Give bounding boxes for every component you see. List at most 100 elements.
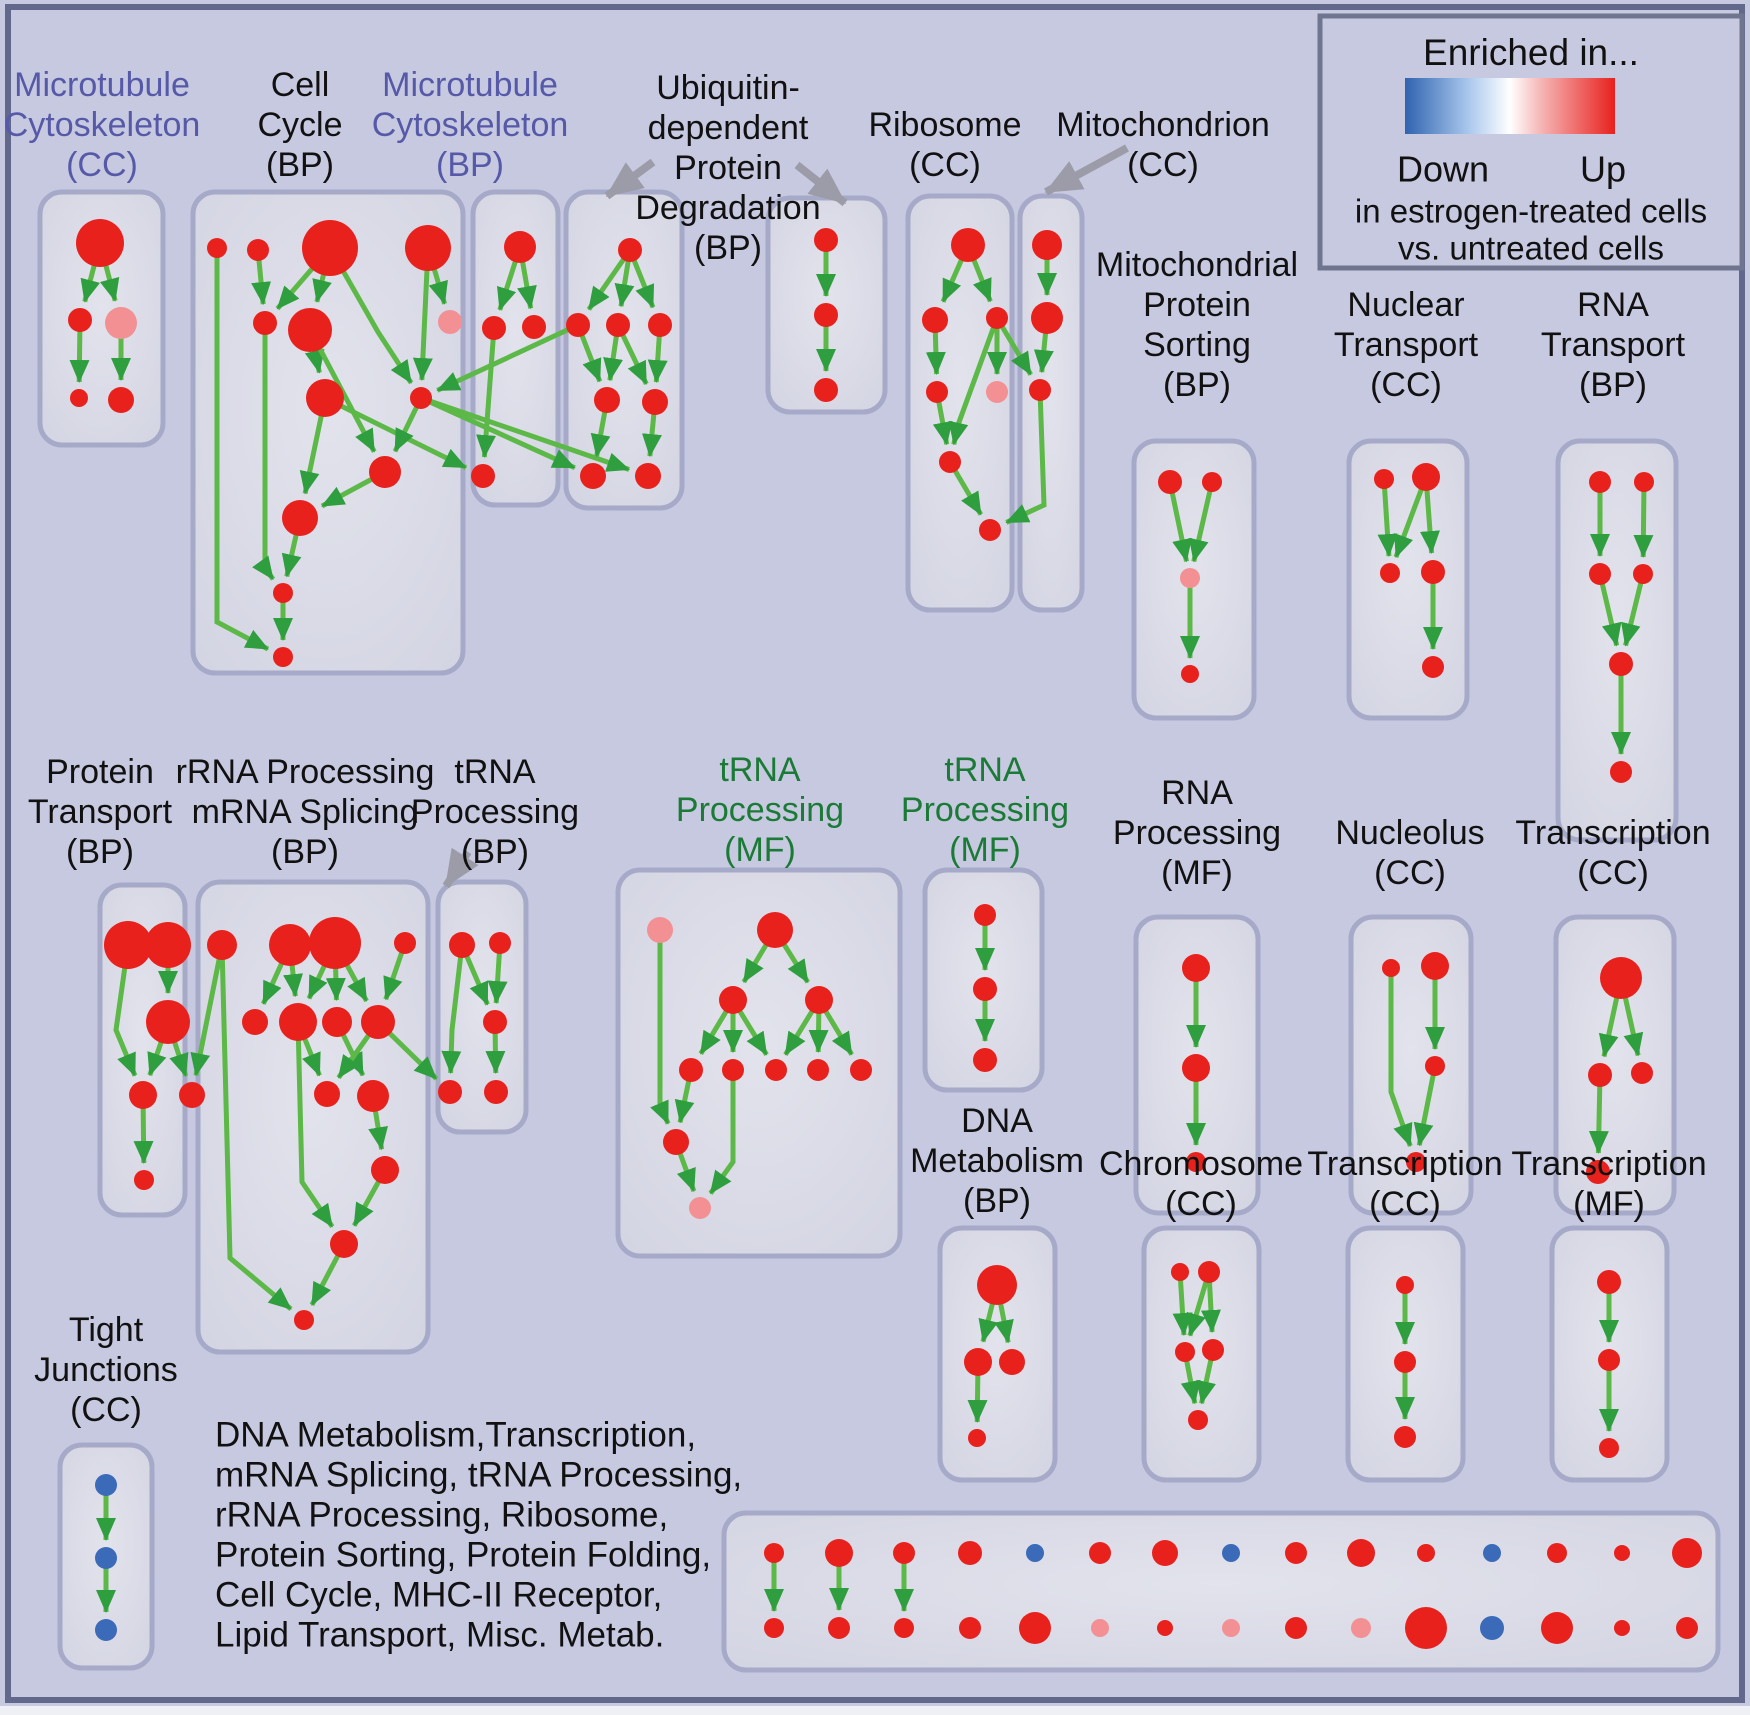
cluster-box-nucleolus (1348, 914, 1474, 1216)
edge-rt2-rt4 (1633, 481, 1654, 559)
edge-r1-r13 (219, 944, 293, 1311)
annotation-line: Cell Cycle, MHC-II Receptor, (215, 1575, 662, 1614)
node-b1t (764, 1543, 784, 1563)
node-b8b (1222, 1619, 1240, 1637)
annotation-line: DNA Metabolism,Transcription, (215, 1415, 696, 1454)
cluster-label-line: DNA (961, 1102, 1033, 1140)
node-d2 (964, 1348, 992, 1376)
node-a5 (108, 387, 134, 413)
node-b3b (894, 1618, 914, 1638)
node-u2 (566, 313, 590, 337)
node-rb3 (986, 307, 1008, 329)
node-r4 (394, 932, 416, 954)
node-d3 (999, 1349, 1025, 1375)
cluster-label-line: Tight (69, 1311, 144, 1349)
node-w2 (1031, 302, 1063, 334)
cluster-label-line: rRNA Processing (176, 753, 435, 791)
node-f1 (647, 917, 673, 943)
node-r8 (361, 1005, 395, 1039)
cluster-label-line: (CC) (70, 1391, 142, 1429)
cluster-label-nucleolus-cc: Nucleolus(CC) (1335, 814, 1484, 892)
node-x1 (1171, 1263, 1189, 1281)
edge-q2-q4 (1588, 1074, 1609, 1155)
cluster-label-line: tRNA (454, 753, 536, 791)
cluster-label-line: Nuclear (1347, 286, 1464, 324)
node-t5 (484, 1080, 508, 1104)
cluster-label-line: Metabolism (910, 1142, 1084, 1180)
node-r7 (322, 1007, 352, 1037)
cluster-label-line: Cell (271, 66, 330, 104)
node-p6 (134, 1170, 154, 1190)
edge-k3-k4 (1413, 1065, 1438, 1147)
node-k2 (1421, 952, 1449, 980)
node-r6 (279, 1003, 317, 1041)
cluster-label-line: mRNA Splicing (192, 793, 419, 831)
node-u7 (580, 463, 606, 489)
node-p4 (129, 1081, 157, 1109)
node-k4 (1406, 1152, 1426, 1172)
node-rt1 (1589, 471, 1611, 493)
cluster-label-line: tRNA (719, 751, 801, 789)
cluster-label-ribosome-cc: Ribosome(CC) (868, 106, 1021, 184)
cluster-label-ubiquitin-degradation-bp: Ubiquitin-dependentProteinDegradation(BP… (635, 69, 820, 267)
edge-nt2-nt3 (1393, 476, 1429, 559)
node-b4b (959, 1617, 981, 1639)
node-b14t (1614, 1545, 1630, 1561)
cluster-label-line: RNA (1577, 286, 1649, 324)
edge-c9-u8 (420, 395, 631, 472)
node-t2 (489, 932, 511, 954)
node-p2 (145, 922, 191, 968)
cluster-label-line: Mitochondrion (1056, 106, 1270, 144)
node-v3 (814, 378, 838, 402)
node-rb6 (939, 451, 961, 473)
node-c11 (282, 500, 318, 536)
node-a2 (68, 308, 92, 332)
cluster-label-line: Cytoskeleton (4, 106, 201, 144)
cluster-label-line: (MF) (949, 831, 1021, 869)
node-f10 (663, 1129, 689, 1155)
cluster-label-line: (CC) (909, 146, 981, 184)
annotation-line: Lipid Transport, Misc. Metab. (215, 1615, 664, 1654)
node-r12 (330, 1230, 358, 1258)
annotation-text-block: DNA Metabolism,Transcription,mRNA Splici… (215, 1415, 742, 1654)
cluster-label-line: Protein (1143, 286, 1251, 324)
node-z2 (1598, 1349, 1620, 1371)
cluster-label-line: (BP) (1163, 366, 1231, 404)
node-g3 (973, 1048, 997, 1072)
node-f8 (807, 1059, 829, 1081)
edge-rt4-rt5 (1621, 573, 1646, 647)
node-v1 (814, 228, 838, 252)
node-f9 (850, 1059, 872, 1081)
cluster-label-line: Transport (1334, 326, 1479, 364)
node-rt4 (1633, 564, 1653, 584)
annotation-line: mRNA Splicing, tRNA Processing, (215, 1455, 742, 1494)
node-b7b (1157, 1620, 1173, 1636)
node-c13 (273, 647, 293, 667)
cluster-label-line: Processing (1113, 814, 1281, 852)
node-y1 (1396, 1276, 1414, 1294)
node-v2 (814, 303, 838, 327)
node-x2 (1198, 1261, 1220, 1283)
node-rb5 (986, 381, 1008, 403)
annotation-line: rRNA Processing, Ribosome, (215, 1495, 668, 1534)
legend-box (1317, 13, 1745, 271)
cluster-label-line: (CC) (66, 146, 138, 184)
cluster-box-mixed-pairs (721, 1510, 1721, 1673)
node-tj1 (95, 1474, 117, 1496)
cluster-label-line: Mitochondrial (1096, 246, 1298, 284)
cluster-label-line: (CC) (1165, 1185, 1237, 1223)
node-r1 (207, 930, 237, 960)
node-p3 (146, 1000, 190, 1044)
cluster-label-line: Processing (676, 791, 844, 829)
cluster-label-line: Protein (674, 149, 782, 187)
node-r2 (269, 924, 311, 966)
node-tj2 (95, 1547, 117, 1569)
node-nt5 (1422, 656, 1444, 678)
node-g2 (973, 977, 997, 1001)
